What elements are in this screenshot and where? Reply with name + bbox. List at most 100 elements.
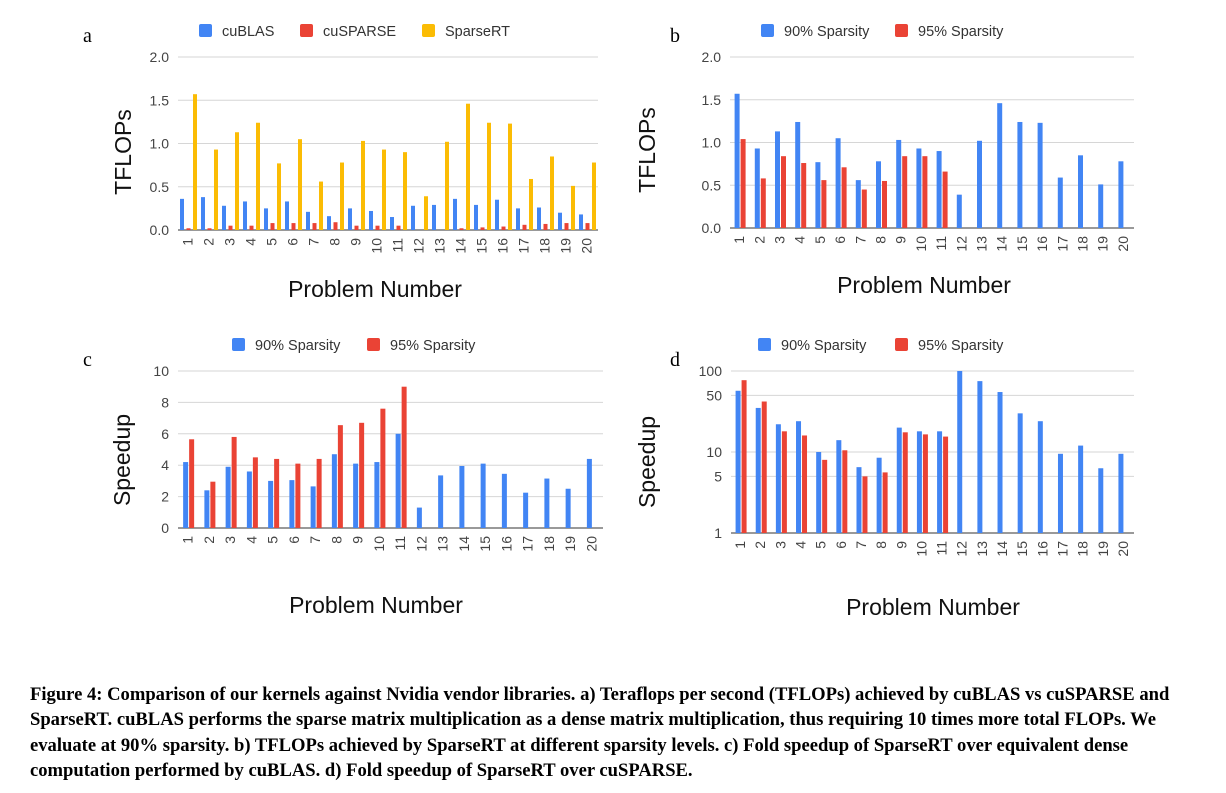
y-tick-label: 100 [699, 363, 723, 379]
bar-90-sparsity-11 [936, 151, 942, 228]
x-tick-label: 3 [222, 238, 238, 246]
figure-caption: Figure 4: Comparison of our kernels agai… [30, 684, 1170, 781]
x-tick-label: 1 [180, 536, 196, 544]
bar-90-sparsity-12 [957, 371, 963, 533]
bar-sparsert-13 [445, 141, 449, 230]
y-tick-label: 2.0 [150, 49, 170, 65]
bar-sparsert-11 [403, 152, 407, 230]
bar-sparsert-9 [361, 140, 365, 230]
x-tick-label: 16 [495, 238, 511, 254]
x-tick-label: 13 [432, 238, 448, 254]
bar-90-sparsity-8 [331, 454, 337, 528]
y-tick-label: 0.5 [702, 177, 722, 193]
x-tick-label: 1 [732, 541, 748, 549]
bar-90-sparsity-4 [796, 421, 802, 533]
x-tick-label: 5 [813, 541, 829, 549]
bar-95-sparsity-3 [781, 156, 786, 228]
bar-90-sparsity-19 [565, 488, 571, 528]
x-tick-label: 13 [974, 541, 990, 557]
x-tick-label: 18 [541, 536, 557, 552]
bar-cublas-11 [390, 217, 394, 230]
bar-90-sparsity-13 [977, 381, 983, 533]
y-tick-label: 2.0 [702, 49, 722, 65]
x-tick-label: 7 [853, 541, 869, 549]
bar-90-sparsity-2 [204, 490, 210, 528]
y-tick-label: 0 [161, 520, 169, 536]
bar-cusparse-6 [291, 223, 296, 230]
x-tick-label: 9 [893, 236, 909, 244]
y-axis-label: Speedup [109, 414, 135, 506]
bar-95-sparsity-4 [801, 163, 807, 228]
legend-swatch-90 [232, 338, 245, 351]
bar-cusparse-2 [207, 228, 212, 230]
bar-90-sparsity-13 [438, 475, 444, 528]
bar-cusparse-10 [375, 225, 380, 230]
bar-90-sparsity-4 [795, 121, 801, 228]
legend-label-cublas: cuBLAS [222, 24, 274, 40]
bar-95-sparsity-4 [802, 435, 808, 533]
x-tick-label: 4 [793, 541, 809, 549]
bar-sparsert-6 [298, 139, 302, 230]
bar-sparsert-17 [529, 178, 533, 230]
x-tick-label: 8 [873, 541, 889, 549]
x-tick-label: 15 [1014, 541, 1030, 557]
x-tick-label: 19 [562, 536, 578, 552]
x-axis-label: Problem Number [837, 272, 1011, 298]
bar-sparsert-5 [277, 163, 281, 230]
x-tick-label: 5 [265, 536, 281, 544]
x-tick-label: 18 [1075, 541, 1091, 557]
y-axis-label: Speedup [634, 416, 660, 508]
bar-cublas-1 [180, 198, 184, 230]
bar-95-sparsity-7 [316, 458, 322, 528]
panel-a-letter: a [83, 25, 92, 47]
panel-a-legend: cuBLAS cuSPARSE SparseRT [199, 24, 510, 40]
x-tick-label: 14 [994, 236, 1010, 252]
x-tick-label: 9 [350, 536, 366, 544]
x-tick-label: 20 [1115, 236, 1131, 252]
x-tick-label: 20 [1115, 541, 1131, 557]
x-tick-label: 10 [369, 238, 385, 254]
bar-95-sparsity-9 [902, 156, 908, 228]
x-tick-label: 14 [994, 541, 1010, 557]
x-tick-label: 11 [933, 236, 949, 251]
legend-label-90: 90% Sparsity [781, 338, 867, 354]
x-tick-label: 15 [1014, 236, 1030, 252]
bar-90-sparsity-6 [836, 440, 842, 533]
bar-sparsert-16 [508, 123, 512, 230]
bar-95-sparsity-5 [821, 180, 827, 228]
bar-cublas-5 [264, 208, 268, 231]
x-tick-label: 8 [873, 236, 889, 244]
x-tick-label: 5 [812, 236, 828, 244]
bar-90-sparsity-11 [937, 431, 943, 533]
x-axis-label: Problem Number [288, 276, 462, 302]
bar-90-sparsity-20 [1118, 453, 1124, 533]
bar-sparsert-19 [571, 185, 575, 230]
x-tick-label: 11 [934, 541, 950, 556]
panel-d-letter: d [670, 349, 680, 371]
x-tick-label: 10 [913, 541, 929, 557]
bar-sparsert-8 [340, 162, 344, 230]
bar-95-sparsity-11 [401, 386, 407, 528]
bar-95-sparsity-4 [252, 457, 258, 528]
y-axis-label: TFLOPs [110, 109, 136, 195]
bar-cublas-2 [201, 197, 205, 230]
bar-90-sparsity-12 [956, 194, 962, 228]
bar-95-sparsity-8 [882, 180, 887, 228]
bar-90-sparsity-3 [225, 466, 231, 528]
bar-cublas-10 [369, 210, 373, 230]
x-tick-label: 4 [792, 236, 808, 244]
y-tick-label: 1 [714, 525, 722, 541]
y-tick-label: 1.5 [150, 92, 170, 108]
bar-cublas-6 [285, 201, 289, 230]
bar-95-sparsity-2 [760, 178, 766, 228]
bar-95-sparsity-9 [902, 432, 908, 533]
panel-b-letter: b [670, 25, 680, 47]
bar-95-sparsity-1 [741, 380, 747, 533]
bar-90-sparsity-15 [480, 463, 486, 528]
bar-90-sparsity-10 [916, 148, 922, 228]
bar-90-sparsity-6 [835, 138, 841, 228]
x-tick-label: 10 [371, 536, 387, 552]
x-tick-label: 17 [516, 238, 532, 254]
bar-90-sparsity-1 [734, 93, 740, 228]
legend-swatch-cusparse [300, 24, 313, 37]
